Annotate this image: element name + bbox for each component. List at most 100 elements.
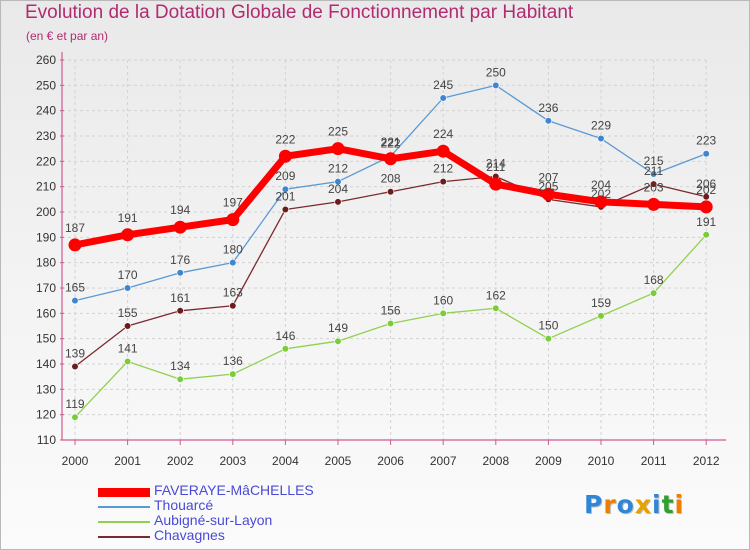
data-label: 222 bbox=[381, 136, 401, 150]
legend-swatch bbox=[98, 506, 150, 508]
data-point bbox=[541, 187, 555, 201]
legend-label: Thouarcé bbox=[154, 497, 214, 513]
data-point bbox=[176, 375, 184, 383]
data-labels: 119 141 134 136 146 149 156 160 162 150 159 168 191 1… bbox=[65, 65, 717, 411]
data-point bbox=[229, 259, 237, 267]
data-point bbox=[334, 198, 342, 206]
data-label: 161 bbox=[170, 291, 190, 305]
data-point bbox=[439, 94, 447, 102]
legend-label: FAVERAYE-MâCHELLES bbox=[154, 482, 314, 498]
data-point bbox=[702, 150, 710, 158]
data-label: 211 bbox=[486, 160, 505, 174]
x-tick-label: 2008 bbox=[482, 454, 509, 468]
data-point bbox=[123, 284, 132, 292]
data-label: 139 bbox=[65, 347, 85, 361]
legend-label: Aubigné-sur-Layon bbox=[154, 512, 273, 528]
data-label: 141 bbox=[118, 341, 138, 355]
proxiti-logo: Proxiti bbox=[584, 490, 684, 519]
data-label: 136 bbox=[223, 354, 243, 368]
data-point bbox=[492, 304, 500, 312]
y-tick-label: 250 bbox=[36, 78, 56, 92]
data-label: 119 bbox=[65, 397, 84, 411]
data-label: 203 bbox=[644, 180, 664, 194]
x-tick-label: 2000 bbox=[62, 454, 89, 468]
data-point bbox=[439, 178, 447, 186]
y-tick-label: 160 bbox=[36, 306, 56, 320]
x-tick-label: 2003 bbox=[219, 454, 246, 468]
data-label: 202 bbox=[591, 187, 611, 201]
data-label: 134 bbox=[170, 359, 190, 373]
y-tick-label: 120 bbox=[36, 408, 56, 422]
legend-swatch bbox=[98, 487, 150, 497]
data-point bbox=[176, 269, 184, 277]
data-point bbox=[278, 149, 292, 163]
data-label: 209 bbox=[275, 169, 295, 183]
data-label: 197 bbox=[223, 196, 243, 210]
data-point bbox=[68, 238, 82, 252]
legend-label: Chavagnes bbox=[154, 527, 225, 543]
data-label: 191 bbox=[696, 215, 716, 229]
y-tick-label: 170 bbox=[36, 281, 56, 295]
data-label: 224 bbox=[433, 127, 453, 141]
data-label: 214 bbox=[486, 157, 506, 171]
y-tick-label: 230 bbox=[36, 129, 56, 143]
x-tick-label: 2011 bbox=[641, 454, 667, 468]
data-label: 191 bbox=[118, 211, 138, 225]
data-label: 245 bbox=[433, 78, 453, 92]
data-point bbox=[334, 178, 342, 186]
data-label: 163 bbox=[223, 286, 243, 300]
data-point bbox=[544, 335, 553, 343]
data-point bbox=[121, 228, 135, 242]
data-label: 170 bbox=[118, 268, 138, 282]
data-label: 207 bbox=[538, 170, 558, 184]
data-point bbox=[226, 213, 240, 227]
x-tick-label: 2004 bbox=[272, 454, 299, 468]
data-point bbox=[123, 357, 132, 366]
data-point bbox=[176, 307, 184, 315]
data-label: 205 bbox=[538, 179, 558, 193]
data-label: 229 bbox=[591, 119, 611, 133]
data-point bbox=[123, 322, 132, 330]
data-label: 160 bbox=[433, 293, 453, 307]
data-point bbox=[387, 188, 395, 196]
logo-letter: t bbox=[661, 490, 675, 519]
x-tick-label: 2007 bbox=[430, 454, 457, 468]
data-point bbox=[229, 370, 237, 378]
data-label: 201 bbox=[275, 189, 295, 203]
data-label: 250 bbox=[486, 65, 506, 79]
data-point bbox=[384, 152, 398, 166]
data-label: 162 bbox=[486, 288, 506, 302]
data-label: 211 bbox=[644, 164, 663, 178]
data-label: 204 bbox=[328, 182, 348, 196]
logo-letter: i bbox=[652, 490, 662, 519]
data-point bbox=[649, 289, 658, 297]
logo-letter: o bbox=[616, 490, 635, 519]
data-label: 236 bbox=[538, 101, 558, 115]
y-tick-label: 240 bbox=[36, 104, 56, 118]
logo-letter: i bbox=[674, 490, 685, 519]
data-label: 150 bbox=[538, 319, 558, 333]
data-label: 212 bbox=[433, 162, 453, 176]
data-point bbox=[71, 362, 79, 371]
data-label: 215 bbox=[644, 154, 664, 168]
data-point bbox=[281, 185, 290, 193]
data-label: 223 bbox=[696, 134, 716, 148]
data-point bbox=[71, 297, 79, 305]
data-point bbox=[489, 177, 503, 191]
x-tick-label: 2010 bbox=[588, 454, 615, 468]
data-point bbox=[436, 144, 450, 158]
logo-letter: P bbox=[584, 490, 604, 519]
data-label: 146 bbox=[275, 329, 295, 343]
x-tick-label: 2005 bbox=[325, 454, 352, 468]
axes: 110 120 130 140 150 160 170 180 190 200 210 220 230 2… bbox=[36, 52, 727, 468]
data-label: 187 bbox=[65, 221, 85, 235]
data-label: 165 bbox=[65, 281, 85, 295]
data-label: 206 bbox=[696, 177, 716, 191]
data-label: 202 bbox=[696, 183, 716, 197]
y-tick-label: 220 bbox=[36, 154, 56, 168]
x-tick-label: 2001 bbox=[114, 454, 141, 468]
data-point bbox=[649, 180, 658, 188]
data-point bbox=[229, 302, 237, 310]
